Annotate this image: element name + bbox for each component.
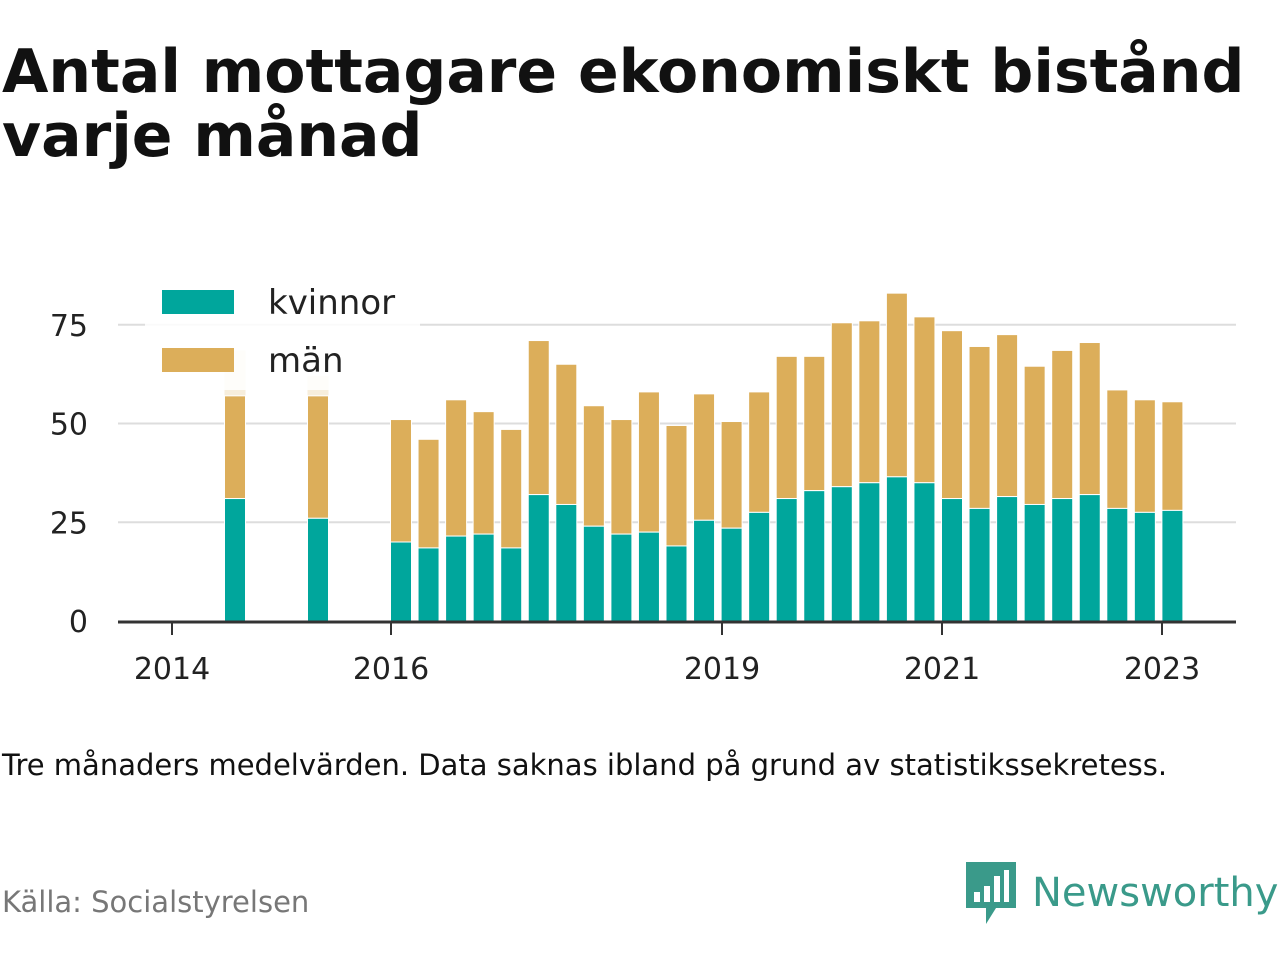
bar-man	[941, 330, 963, 500]
bar-kvinnor	[720, 527, 743, 622]
bar-kvinnor	[996, 496, 1019, 622]
bar-man	[307, 395, 329, 519]
bar-kvinnor	[637, 531, 660, 622]
bar-man	[1078, 342, 1101, 496]
legend-label: män	[268, 341, 344, 381]
bar-man	[472, 411, 495, 535]
bar-kvinnor	[1051, 498, 1074, 622]
bar-kvinnor	[913, 482, 936, 622]
bar-kvinnor	[610, 533, 633, 622]
x-tick-label: 2014	[134, 652, 210, 687]
bar-man	[582, 405, 605, 527]
bar-kvinnor	[390, 541, 412, 622]
x-tick-label: 2023	[1124, 652, 1200, 687]
bar-man	[1106, 389, 1129, 509]
bar-man	[1161, 401, 1184, 511]
brand-logo[interactable]: Newsworthy	[966, 862, 1278, 924]
chart-note: Tre månaders medelvärden. Data saknas ib…	[2, 748, 1168, 782]
bar-kvinnor	[941, 498, 963, 622]
bar-kvinnor	[417, 547, 440, 622]
bar-kvinnor	[775, 498, 798, 622]
bar-kvinnor	[1161, 509, 1184, 622]
bar-chart-logo-icon	[966, 862, 1016, 924]
y-tick-label: 75	[50, 309, 88, 344]
bar-kvinnor	[1078, 494, 1101, 622]
bar-man	[748, 391, 771, 513]
y-axis-labels: 0 25 50 75	[50, 309, 88, 640]
bar-kvinnor	[582, 525, 605, 622]
bar-kvinnor	[224, 498, 246, 622]
bars	[224, 292, 1184, 622]
bar-kvinnor	[1023, 503, 1046, 622]
bar-man	[1051, 349, 1074, 500]
bar-kvinnor	[693, 519, 716, 622]
bar-man	[637, 391, 660, 533]
x-tick-label: 2019	[684, 652, 760, 687]
bar-kvinnor	[555, 503, 578, 622]
source-text: Källa: Socialstyrelsen	[2, 885, 310, 919]
bar-man	[445, 399, 468, 537]
bar-man	[1133, 399, 1156, 513]
bar-kvinnor	[445, 535, 468, 622]
bar-man	[885, 292, 908, 478]
y-tick-label: 0	[69, 605, 88, 640]
bar-man	[968, 345, 991, 509]
bar-man	[775, 355, 798, 500]
legend: kvinnor män	[145, 278, 420, 390]
bar-kvinnor	[472, 533, 495, 622]
legend-label: kvinnor	[268, 283, 395, 323]
bar-kvinnor	[1106, 507, 1129, 622]
brand-name: Newsworthy	[1032, 870, 1279, 916]
bar-man	[858, 320, 881, 484]
bar-man	[500, 428, 523, 549]
bar-chart: 0 25 50 75 2014 2016 2019 2021 2023 kvinnor män	[50, 278, 1236, 687]
bar-man	[830, 322, 853, 488]
bar-kvinnor	[858, 482, 881, 622]
bar-man	[996, 334, 1019, 498]
bar-kvinnor	[527, 494, 550, 622]
bar-kvinnor	[968, 507, 991, 622]
bar-man	[913, 316, 936, 484]
bar-kvinnor	[803, 490, 826, 622]
bar-kvinnor	[830, 486, 853, 622]
x-tick-label: 2021	[904, 652, 980, 687]
bar-man	[417, 438, 440, 549]
x-tick-label: 2016	[353, 652, 429, 687]
bar-kvinnor	[307, 517, 329, 622]
bar-kvinnor	[665, 545, 688, 622]
bar-kvinnor	[1133, 511, 1156, 622]
y-tick-label: 25	[50, 506, 88, 541]
y-tick-label: 50	[50, 408, 88, 443]
x-axis-labels: 2014 2016 2019 2021 2023	[134, 623, 1200, 687]
legend-swatch	[162, 290, 234, 314]
bar-man	[224, 395, 246, 500]
bar-man	[527, 340, 550, 496]
bar-man	[665, 424, 688, 547]
bar-man	[720, 421, 743, 529]
bar-man	[390, 419, 412, 543]
legend-swatch	[162, 348, 234, 372]
bar-man	[693, 393, 716, 521]
chart-title: Antal mottagare ekonomiskt bistånd varje…	[2, 37, 1245, 171]
bar-kvinnor	[748, 511, 771, 622]
bar-man	[555, 363, 578, 505]
bar-kvinnor	[500, 547, 523, 622]
bar-kvinnor	[885, 476, 908, 622]
bar-man	[803, 355, 826, 492]
bar-man	[610, 419, 633, 535]
bar-man	[1023, 365, 1046, 505]
